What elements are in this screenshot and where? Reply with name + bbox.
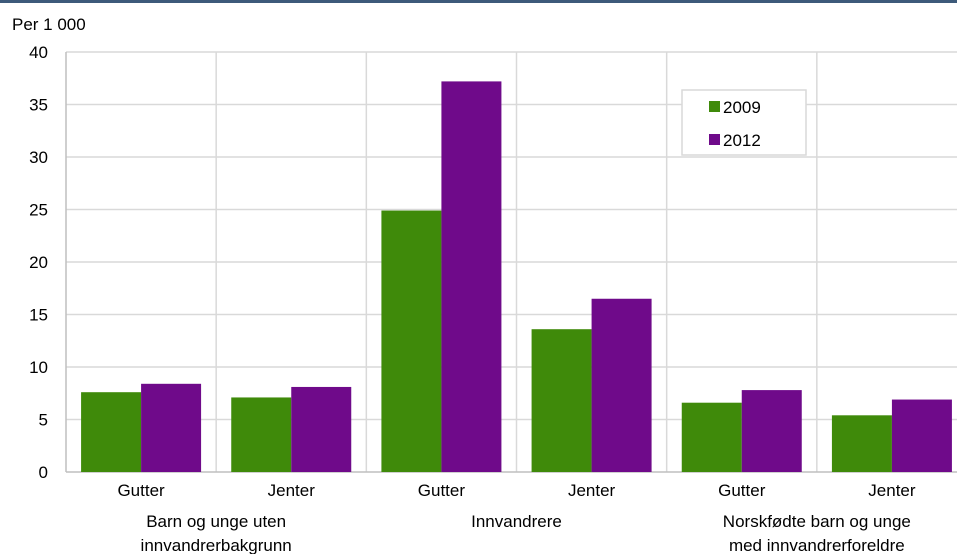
y-tick-label: 10 xyxy=(29,358,48,377)
x-tick-label: Jenter xyxy=(868,481,916,500)
y-tick-label: 25 xyxy=(29,201,48,220)
bar-2012-6 xyxy=(891,399,952,472)
grid-lines xyxy=(65,51,957,473)
bar-2012-4 xyxy=(591,298,652,472)
bar-2012-5 xyxy=(741,390,802,472)
x-tick-label: Gutter xyxy=(718,481,766,500)
y-tick-label: 20 xyxy=(29,253,48,272)
bar-2009-6 xyxy=(831,415,892,472)
y-tick-label: 40 xyxy=(29,43,48,62)
legend-swatch-2009 xyxy=(709,101,720,112)
bar-2009-3 xyxy=(381,210,442,473)
x-tick-label: Gutter xyxy=(117,481,165,500)
top-rule xyxy=(0,0,957,3)
group-label: Innvandrere xyxy=(471,512,562,531)
bar-2012-1 xyxy=(141,383,202,472)
y-tick-label: 30 xyxy=(29,148,48,167)
bar-2009-1 xyxy=(81,392,142,472)
y-tick-label: 35 xyxy=(29,96,48,115)
legend-label-2009: 2009 xyxy=(723,98,761,117)
y-tick-label: 0 xyxy=(39,463,48,482)
bars xyxy=(81,81,952,473)
y-unit-label: Per 1 000 xyxy=(12,15,86,34)
y-axis-ticks: 0 5 10 15 20 25 30 35 40 xyxy=(29,43,48,482)
y-tick-label: 5 xyxy=(39,411,48,430)
x-tick-label: Jenter xyxy=(268,481,316,500)
legend-label-2012: 2012 xyxy=(723,131,761,150)
group-label: Norskfødte barn og unge xyxy=(723,512,911,531)
group-label: med innvandrerforeldre xyxy=(729,536,905,554)
group-label: innvandrerbakgrunn xyxy=(141,536,292,554)
y-tick-label: 15 xyxy=(29,306,48,325)
bar-2009-5 xyxy=(681,402,742,472)
bar-2009-4 xyxy=(531,329,592,472)
x-axis-labels: Gutter Jenter Gutter Jenter Gutter Jenter Barn… xyxy=(117,481,915,554)
x-tick-label: Gutter xyxy=(418,481,466,500)
legend-swatch-2012 xyxy=(709,134,720,145)
group-label: Barn og unge uten xyxy=(146,512,286,531)
legend-box xyxy=(681,89,807,156)
bar-2009-2 xyxy=(231,397,292,472)
bar-2012-3 xyxy=(441,81,502,473)
bar-2012-2 xyxy=(291,386,352,472)
legend: 2009 2012 xyxy=(681,89,807,156)
x-tick-label: Jenter xyxy=(568,481,616,500)
